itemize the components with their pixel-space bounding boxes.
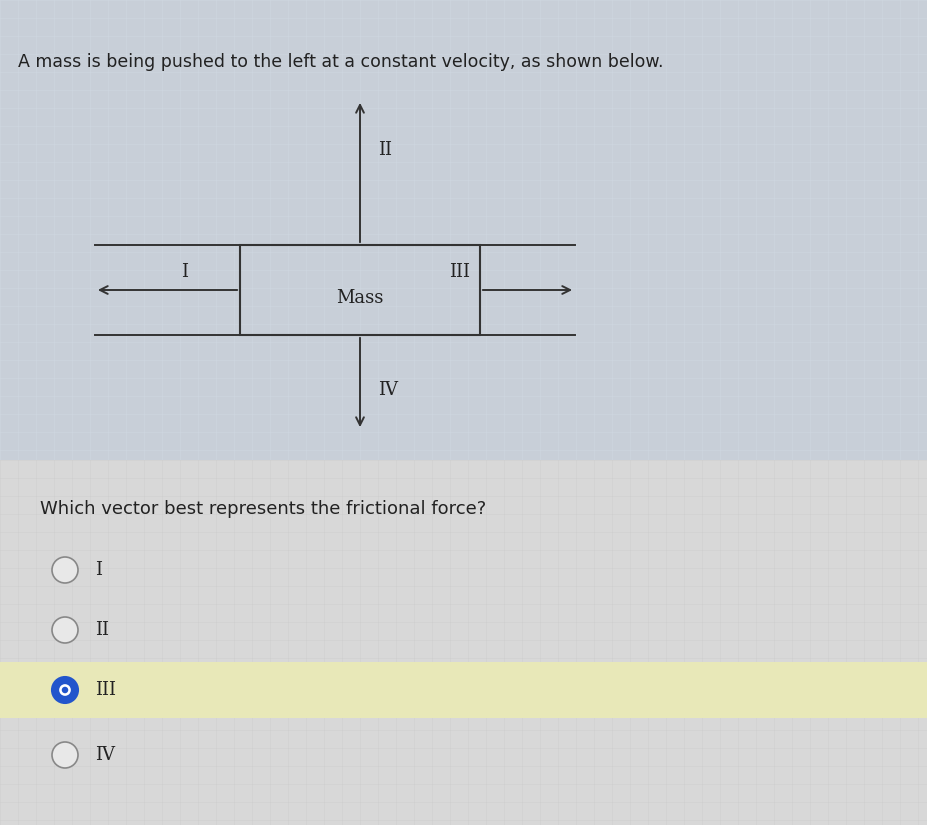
Text: IV: IV: [377, 381, 398, 399]
Text: II: II: [377, 141, 391, 159]
Bar: [0, 662, 927, 718]
Text: Which vector best represents the frictional force?: Which vector best represents the frictio…: [40, 500, 486, 518]
Circle shape: [52, 742, 78, 768]
Circle shape: [52, 677, 78, 703]
Text: III: III: [95, 681, 116, 699]
Text: I: I: [182, 263, 188, 281]
Circle shape: [52, 617, 78, 643]
Text: Mass: Mass: [336, 289, 383, 307]
Text: IV: IV: [95, 746, 115, 764]
Text: I: I: [95, 561, 102, 579]
Circle shape: [62, 686, 69, 693]
Text: III: III: [449, 263, 470, 281]
Text: A mass is being pushed to the left at a constant velocity, as shown below.: A mass is being pushed to the left at a …: [18, 53, 663, 71]
Circle shape: [52, 557, 78, 583]
Circle shape: [59, 684, 70, 695]
Text: II: II: [95, 621, 108, 639]
Bar: [240, 245, 479, 335]
Bar: [0, 460, 927, 825]
